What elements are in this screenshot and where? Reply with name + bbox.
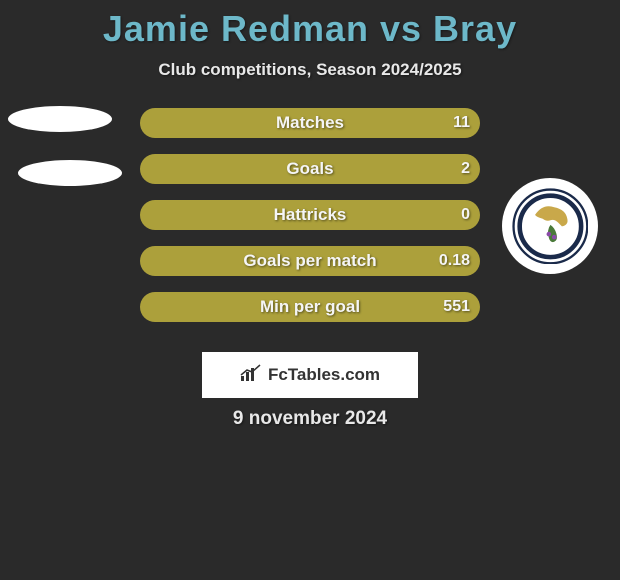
stat-row-goals: Goals 2: [0, 154, 620, 184]
stat-label: Hattricks: [274, 205, 347, 225]
stat-bar: Goals 2: [140, 154, 480, 184]
stat-label: Goals per match: [243, 251, 376, 271]
watermark: FcTables.com: [202, 352, 418, 398]
stat-bar: Hattricks 0: [140, 200, 480, 230]
stat-bar: Min per goal 551: [140, 292, 480, 322]
stat-row-min-per-goal: Min per goal 551: [0, 292, 620, 322]
club-crest-icon: [502, 178, 598, 274]
chart-icon: [240, 364, 262, 387]
stat-value: 0.18: [439, 252, 470, 270]
stat-value: 0: [461, 206, 470, 224]
stat-row-matches: Matches 11: [0, 108, 620, 138]
stat-value: 2: [461, 160, 470, 178]
stat-label: Min per goal: [260, 297, 360, 317]
stat-value: 551: [443, 298, 470, 316]
page-title: Jamie Redman vs Bray: [0, 0, 620, 50]
stat-value: 11: [453, 114, 470, 132]
date-label: 9 november 2024: [233, 408, 387, 430]
subtitle: Club competitions, Season 2024/2025: [0, 60, 620, 80]
watermark-text: FcTables.com: [268, 365, 380, 385]
stat-bar: Matches 11: [140, 108, 480, 138]
stat-label: Goals: [286, 159, 333, 179]
stat-label: Matches: [276, 113, 344, 133]
stat-bar: Goals per match 0.18: [140, 246, 480, 276]
